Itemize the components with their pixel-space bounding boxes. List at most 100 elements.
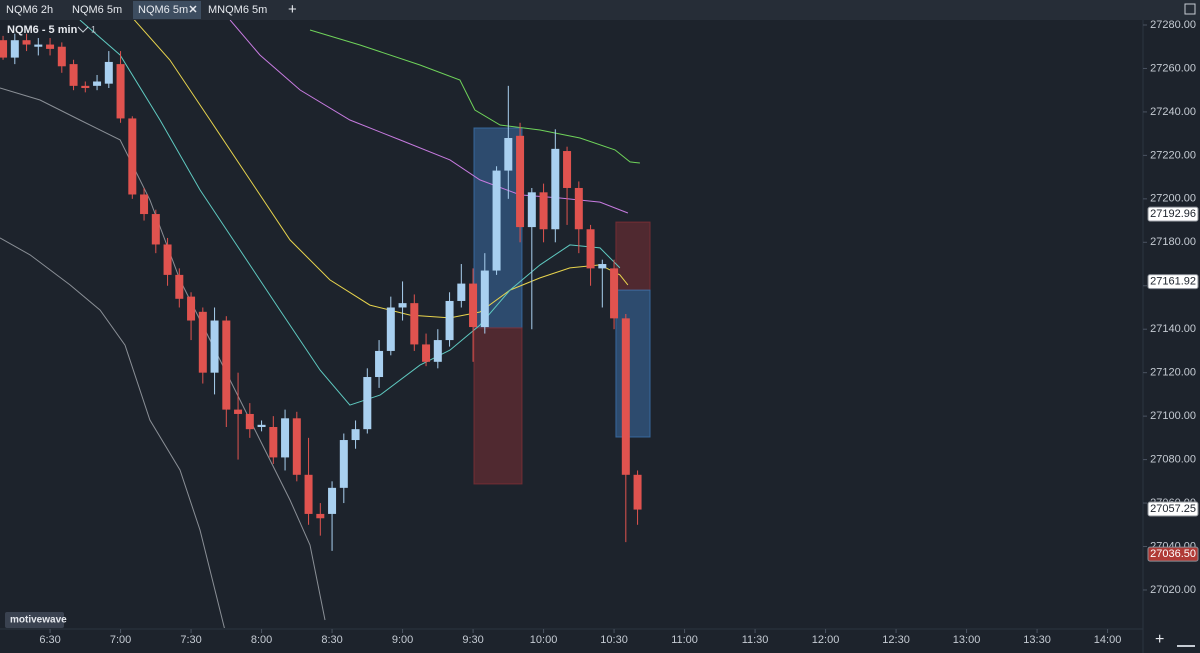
candle-body <box>563 151 572 188</box>
x-tick-label: 8:30 <box>321 634 342 646</box>
candle-body <box>187 296 196 321</box>
x-tick-label: 13:00 <box>953 634 981 646</box>
candle-body <box>621 318 630 475</box>
candle-body <box>410 303 419 345</box>
candle-body <box>104 61 113 84</box>
candle-body <box>234 409 243 414</box>
candle-body <box>375 350 384 378</box>
candle-body <box>433 340 442 362</box>
close-tab-icon[interactable] <box>189 5 197 13</box>
symbol-label: NQM6 - 5 min <box>7 24 78 36</box>
x-tick-label: 13:30 <box>1023 634 1051 646</box>
candle-body <box>539 192 548 230</box>
pane-count: 1 <box>91 24 96 34</box>
price-marker-label: 27161.92 <box>1150 275 1196 287</box>
candle-body <box>257 424 266 427</box>
candle-body <box>610 268 619 319</box>
candle-body <box>46 44 55 49</box>
candle-body <box>210 320 219 373</box>
candle-body <box>151 214 160 245</box>
candle-body <box>0 40 8 58</box>
watermark: motivewave <box>10 615 67 626</box>
chart-background <box>0 20 1200 653</box>
plot <box>0 20 651 628</box>
x-tick-label: 8:00 <box>251 634 272 646</box>
candle-body <box>445 300 454 341</box>
y-tick-label: 27240.00 <box>1150 106 1196 118</box>
candle-body <box>527 192 536 228</box>
candle-body <box>140 194 149 215</box>
candle-body <box>198 311 207 373</box>
tab-label[interactable]: MNQM6 5m <box>208 4 267 16</box>
candle-body <box>328 487 337 514</box>
candle-body <box>574 187 583 230</box>
tab[interactable] <box>1 1 65 19</box>
candle-body <box>386 307 395 351</box>
dropdown-icon[interactable] <box>77 26 89 33</box>
candle-body <box>116 64 125 119</box>
x-tick-label: 7:00 <box>110 634 131 646</box>
add-tab-icon[interactable]: + <box>288 1 297 18</box>
candle-body <box>469 283 478 328</box>
candle-body <box>222 320 231 410</box>
candle-body <box>10 40 19 58</box>
price-marker-label: 27192.96 <box>1150 208 1196 220</box>
candle-body <box>81 85 90 89</box>
tab[interactable] <box>133 1 201 19</box>
watermark-bg <box>5 612 64 628</box>
tab-label[interactable]: NQM6 5m <box>138 4 188 16</box>
zoom-in-icon[interactable]: + <box>1155 631 1164 648</box>
candle-body <box>69 64 78 86</box>
candle-body <box>633 474 642 510</box>
y-tick-label: 27200.00 <box>1150 193 1196 205</box>
y-tick-label: 27080.00 <box>1150 454 1196 466</box>
candle-body <box>175 274 184 299</box>
price-marker <box>1147 501 1199 517</box>
candle-body <box>457 283 466 301</box>
x-tick-label: 6:30 <box>39 634 60 646</box>
candle-body <box>516 135 525 228</box>
candle-body <box>339 440 348 488</box>
candle-body <box>551 148 560 230</box>
y-tick-label: 27220.00 <box>1150 149 1196 161</box>
tab-label[interactable]: NQM6 2h <box>6 4 53 16</box>
x-tick-label: 12:30 <box>882 634 910 646</box>
indicator-line <box>79 20 621 406</box>
candle-body <box>304 474 313 514</box>
price-marker-label: 27036.50 <box>1150 548 1196 560</box>
candle-body <box>363 377 372 430</box>
y-tick-label: 27140.00 <box>1150 323 1196 335</box>
y-tick-label: 27280.00 <box>1150 19 1196 31</box>
candle-body <box>57 46 66 67</box>
x-tick-label: 12:00 <box>812 634 840 646</box>
tab[interactable] <box>203 1 267 19</box>
tab-label[interactable]: NQM6 5m <box>72 4 122 16</box>
candle-body <box>598 264 607 269</box>
candle-body <box>163 244 172 275</box>
zoom-out-icon[interactable] <box>1177 645 1195 647</box>
candle-body <box>351 429 360 441</box>
candle-body <box>492 170 501 271</box>
candle-body <box>480 270 489 328</box>
tab[interactable] <box>67 1 131 19</box>
candle-body <box>292 418 301 475</box>
indicator-line <box>309 29 640 164</box>
candle-body <box>504 137 513 171</box>
popout-icon[interactable] <box>1184 3 1196 15</box>
position-box <box>473 327 523 485</box>
tabs: NQM6 2h NQM6 5m NQM6 5m MNQM6 5m <box>1 1 267 19</box>
candle-body <box>422 344 431 362</box>
candle-body <box>34 44 43 47</box>
price-marker <box>1147 274 1199 290</box>
candle-body <box>128 118 137 195</box>
price-marker <box>1147 546 1199 562</box>
candle-body <box>22 40 31 45</box>
candle-body <box>316 513 325 519</box>
x-tick-label: 9:30 <box>462 634 483 646</box>
y-tick-label: 27260.00 <box>1150 62 1196 74</box>
candle-body <box>93 81 102 86</box>
price-marker-label: 27057.25 <box>1150 503 1196 515</box>
indicator-line <box>229 20 629 214</box>
tab-bar <box>0 0 1200 20</box>
